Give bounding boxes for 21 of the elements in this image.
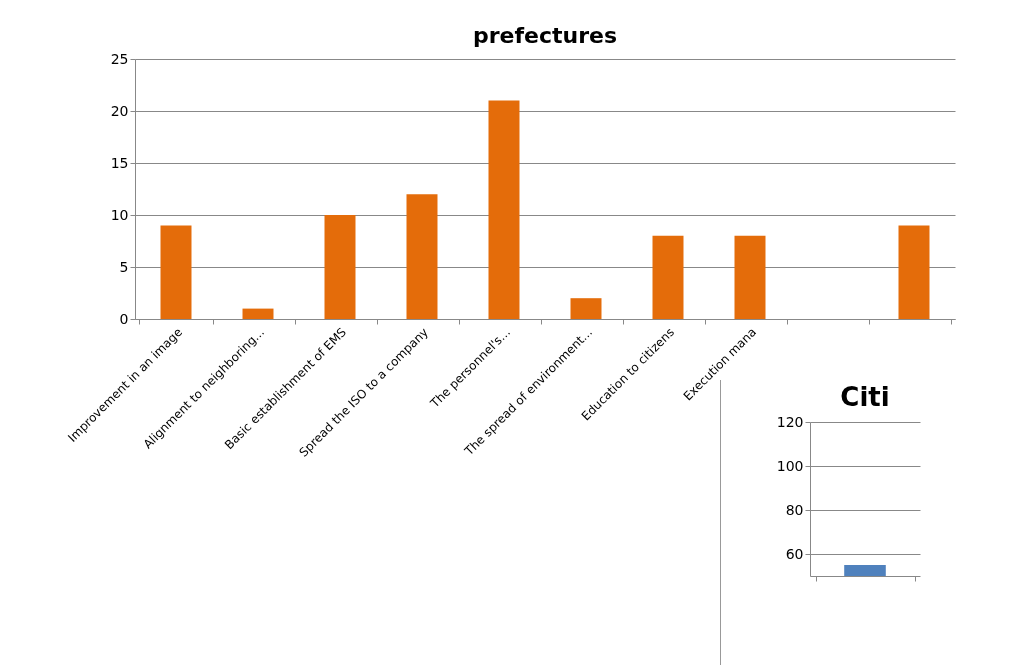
y-tick-label: 100 [776,457,804,474]
bar [488,100,520,319]
chart-title: Citi [840,382,890,412]
bar [734,235,766,319]
y-tick-label: 20 [110,102,129,119]
y-tick-label: 25 [110,50,129,67]
chart-title: prefectures [472,23,618,48]
bar [324,215,356,319]
y-tick-label: 0 [119,310,129,327]
y-tick-label: 60 [785,545,804,562]
y-tick-label: 5 [119,258,129,275]
bar [160,225,192,319]
y-tick-label: 120 [776,413,804,430]
bar [242,308,274,319]
y-tick-label: 15 [110,154,129,171]
y-tick-label: 10 [110,206,129,223]
y-tick-label: 80 [785,501,804,518]
bar [406,194,438,319]
bar [898,225,930,319]
bar [570,298,602,319]
bar [652,235,684,319]
